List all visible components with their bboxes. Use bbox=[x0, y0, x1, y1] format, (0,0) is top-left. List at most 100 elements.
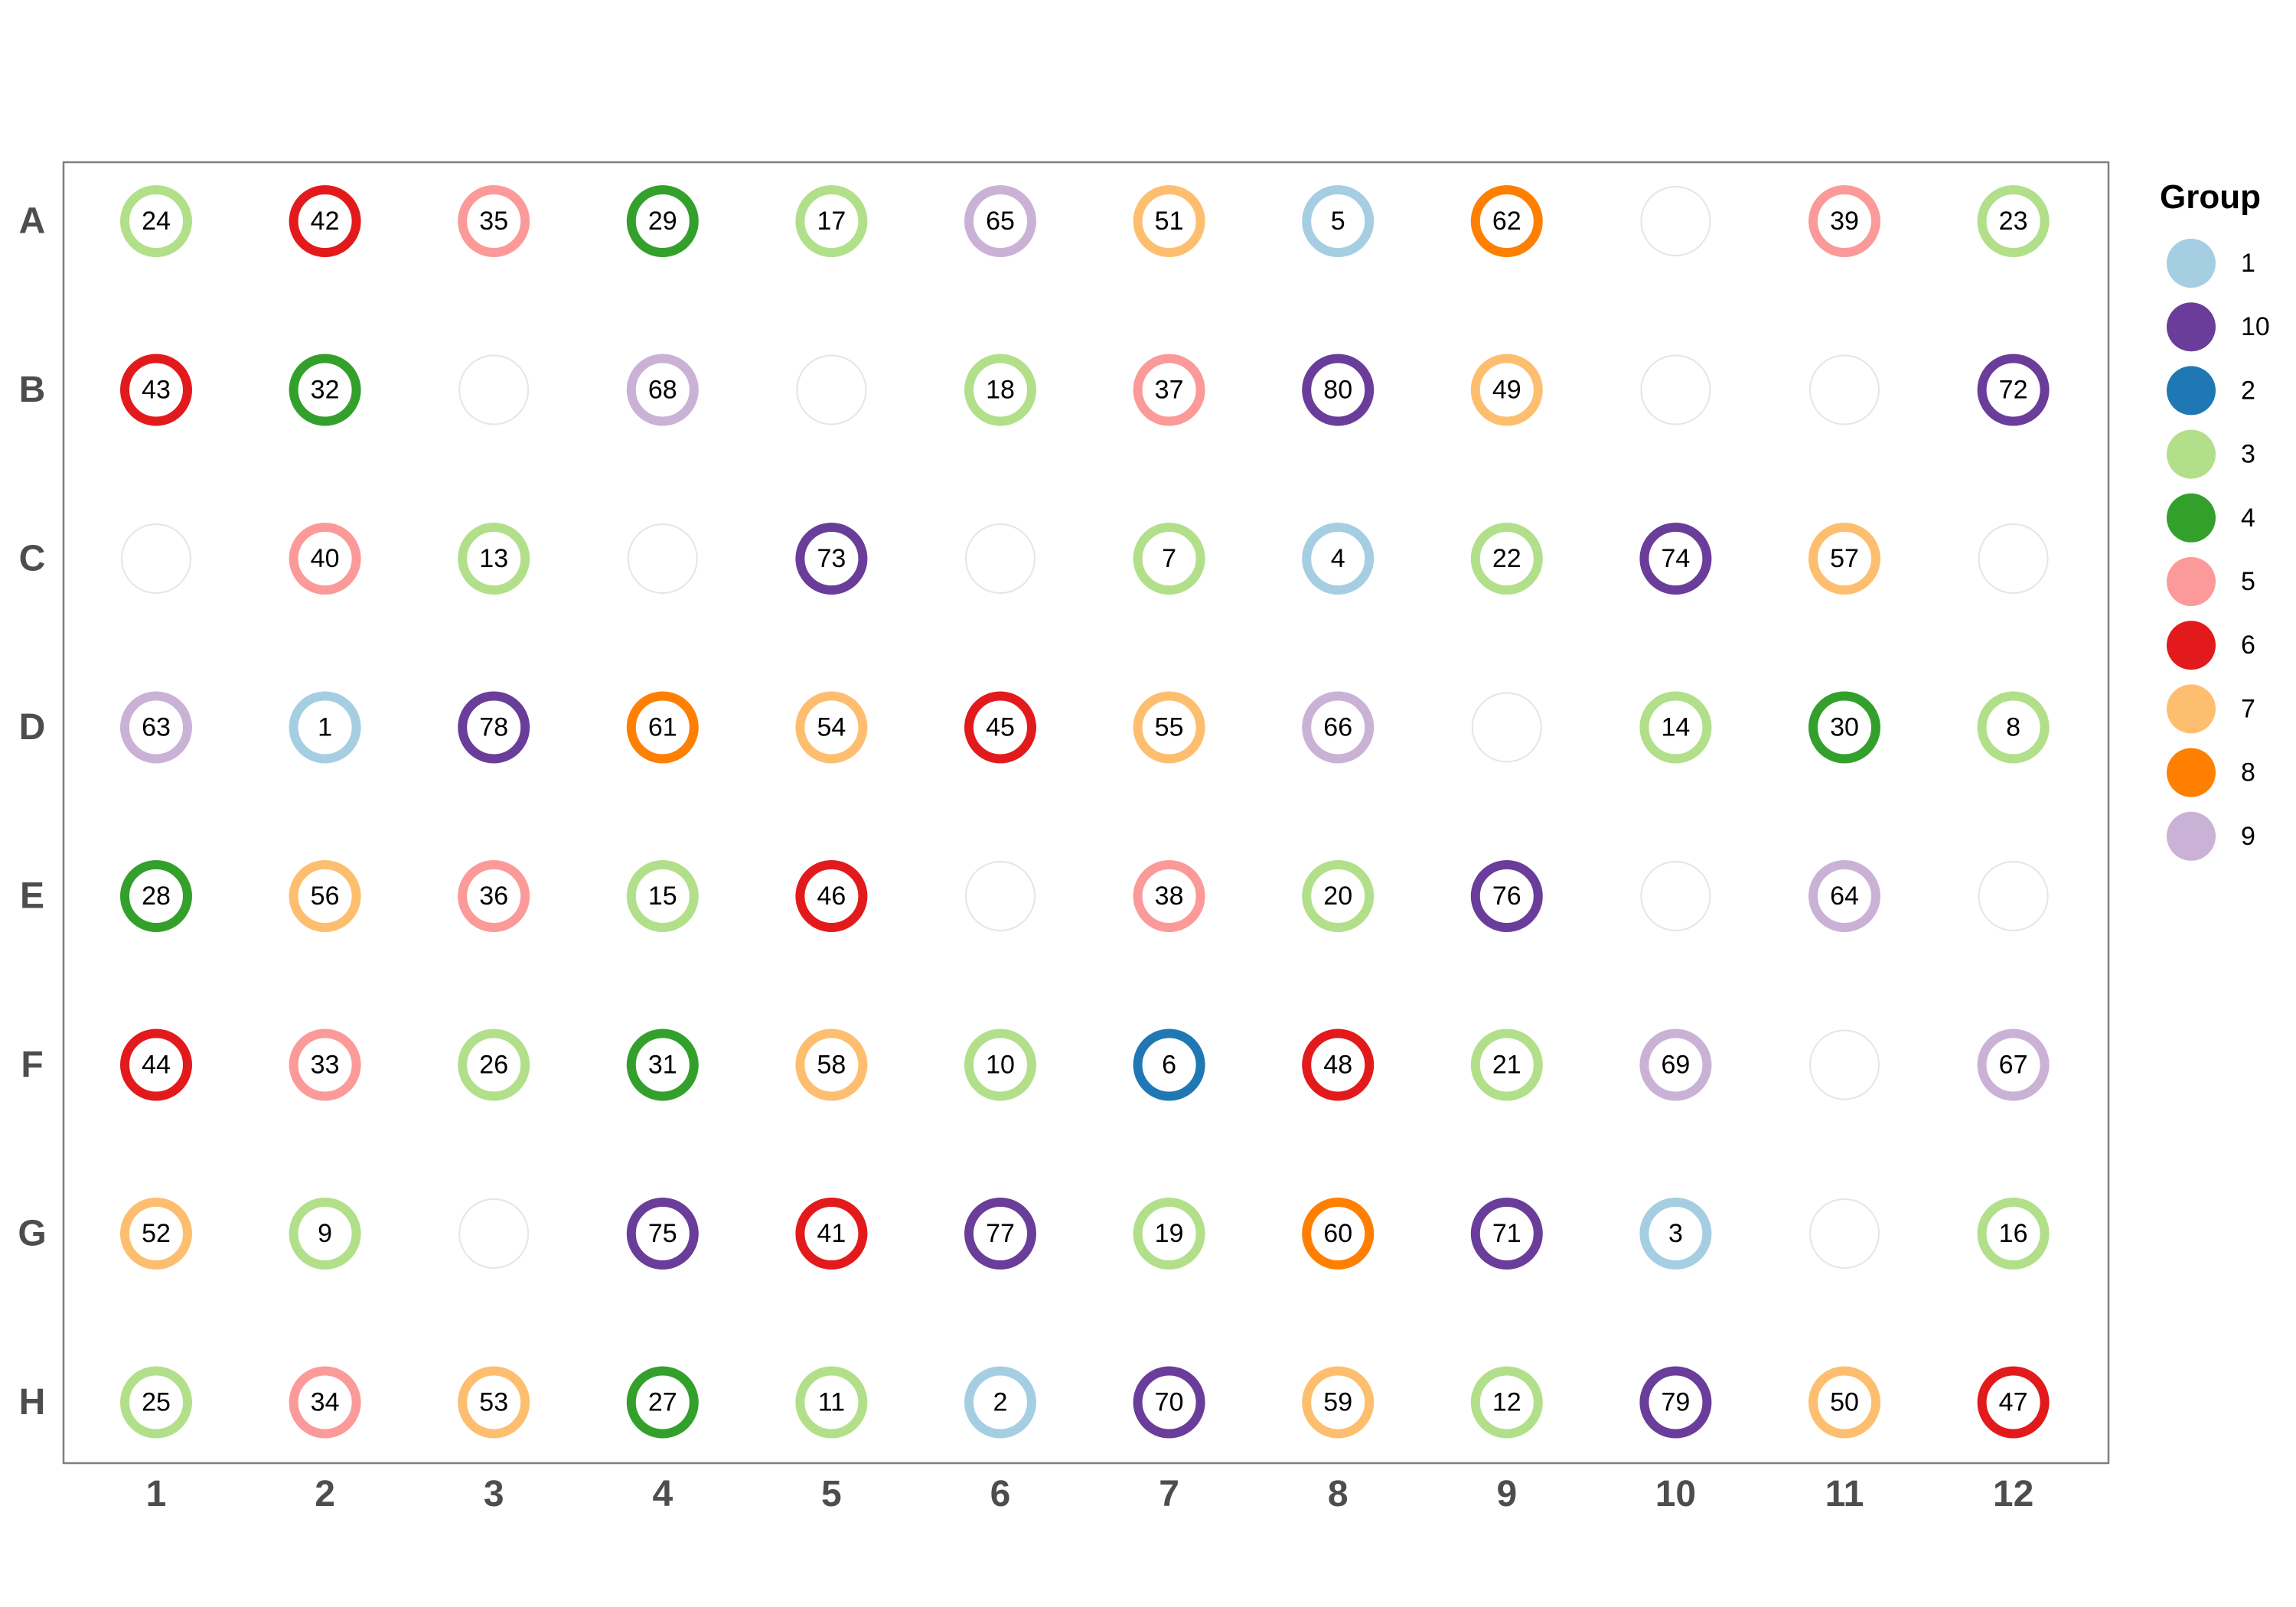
well-ring bbox=[458, 185, 530, 257]
legend-swatch bbox=[2167, 557, 2216, 606]
well: 38 bbox=[1133, 860, 1205, 932]
well: 45 bbox=[964, 691, 1036, 764]
empty-well bbox=[121, 523, 191, 594]
well-sample-label: 54 bbox=[817, 713, 846, 742]
empty-well-circle bbox=[458, 1198, 530, 1269]
well-ring bbox=[1302, 860, 1375, 932]
well-sample-label: 69 bbox=[1661, 1051, 1690, 1080]
well-sample-label: 72 bbox=[1999, 376, 2028, 405]
well-sample-label: 40 bbox=[311, 544, 340, 573]
legend-swatch bbox=[2167, 239, 2216, 288]
column-label: 5 bbox=[821, 1474, 842, 1514]
empty-well-circle bbox=[965, 861, 1035, 931]
well: 14 bbox=[1639, 691, 1712, 764]
legend-swatch bbox=[2167, 302, 2216, 352]
well-ring bbox=[964, 691, 1036, 764]
empty-well bbox=[458, 354, 530, 425]
well: 18 bbox=[964, 354, 1036, 426]
well-sample-label: 8 bbox=[2006, 713, 2020, 742]
well-ring bbox=[626, 860, 699, 932]
legend-item: 1 bbox=[2167, 239, 2255, 288]
well: 2 bbox=[964, 1366, 1036, 1439]
empty-well bbox=[965, 523, 1035, 594]
well-sample-label: 35 bbox=[479, 207, 508, 236]
well-ring bbox=[1133, 860, 1205, 932]
well: 13 bbox=[458, 523, 530, 595]
well: 70 bbox=[1133, 1366, 1205, 1439]
column-label: 6 bbox=[990, 1474, 1011, 1514]
column-label: 12 bbox=[1993, 1474, 2033, 1514]
well-sample-label: 36 bbox=[479, 882, 508, 911]
well-ring bbox=[1639, 691, 1712, 764]
legend-swatch bbox=[2167, 493, 2216, 543]
well-sample-label: 77 bbox=[986, 1219, 1015, 1248]
empty-well-circle bbox=[965, 523, 1035, 594]
row-label: E bbox=[20, 876, 44, 917]
well-ring bbox=[1977, 354, 2050, 426]
well-sample-label: 31 bbox=[648, 1051, 677, 1080]
well-sample-label: 60 bbox=[1323, 1219, 1352, 1248]
well: 43 bbox=[120, 354, 192, 426]
well-sample-label: 11 bbox=[818, 1388, 845, 1417]
well-sample-label: 27 bbox=[648, 1388, 677, 1417]
well-sample-label: 14 bbox=[1661, 713, 1690, 742]
well-ring bbox=[1133, 691, 1205, 764]
well-ring bbox=[120, 691, 192, 764]
well: 80 bbox=[1302, 354, 1375, 426]
well-sample-label: 6 bbox=[1162, 1051, 1176, 1080]
well: 22 bbox=[1470, 523, 1543, 595]
row-label: G bbox=[18, 1214, 46, 1254]
well: 7 bbox=[1133, 523, 1205, 595]
well: 31 bbox=[626, 1028, 699, 1101]
well-ring bbox=[626, 1366, 699, 1439]
well: 30 bbox=[1808, 691, 1880, 764]
well-ring bbox=[795, 1198, 868, 1270]
well: 24 bbox=[120, 185, 192, 257]
empty-well bbox=[796, 354, 867, 425]
well: 78 bbox=[458, 691, 530, 764]
well-ring bbox=[120, 354, 192, 426]
legend-swatch bbox=[2167, 366, 2216, 416]
well-ring bbox=[289, 1366, 361, 1439]
well-sample-label: 15 bbox=[648, 882, 677, 911]
well-ring bbox=[289, 354, 361, 426]
well-ring bbox=[458, 860, 530, 932]
well-sample-label: 78 bbox=[479, 713, 508, 742]
well-ring bbox=[626, 1028, 699, 1101]
legend-label: 4 bbox=[2241, 504, 2255, 533]
well-sample-label: 46 bbox=[817, 882, 846, 911]
well: 29 bbox=[626, 185, 699, 257]
well-sample-label: 79 bbox=[1661, 1388, 1690, 1417]
well-ring bbox=[1977, 1028, 2050, 1101]
column-label: 1 bbox=[146, 1474, 167, 1514]
legend-label: 5 bbox=[2241, 567, 2255, 596]
well-ring bbox=[1808, 523, 1880, 595]
well-ring bbox=[458, 1366, 530, 1439]
well: 20 bbox=[1302, 860, 1375, 932]
well: 65 bbox=[964, 185, 1036, 257]
well-sample-label: 38 bbox=[1155, 882, 1184, 911]
well-ring bbox=[1133, 1366, 1205, 1439]
empty-well-circle bbox=[1471, 692, 1542, 763]
empty-well bbox=[1640, 354, 1711, 425]
well: 63 bbox=[120, 691, 192, 764]
well-sample-label: 49 bbox=[1492, 376, 1521, 405]
well-ring bbox=[795, 860, 868, 932]
well-sample-label: 52 bbox=[142, 1219, 171, 1248]
well: 44 bbox=[120, 1028, 192, 1101]
well: 71 bbox=[1470, 1198, 1543, 1270]
empty-well-circle bbox=[121, 523, 191, 594]
well-ring bbox=[964, 354, 1036, 426]
well-sample-label: 10 bbox=[986, 1051, 1015, 1080]
legend-item: 7 bbox=[2167, 684, 2255, 734]
well-sample-label: 13 bbox=[479, 544, 508, 573]
well-ring bbox=[289, 1028, 361, 1101]
row-label: B bbox=[19, 370, 46, 410]
well-sample-label: 32 bbox=[311, 376, 340, 405]
column-label: 4 bbox=[652, 1474, 673, 1514]
well-ring bbox=[1133, 1028, 1205, 1101]
empty-well-circle bbox=[1978, 861, 2049, 931]
well: 12 bbox=[1470, 1366, 1543, 1439]
well-ring bbox=[1133, 523, 1205, 595]
empty-well bbox=[1809, 354, 1880, 425]
